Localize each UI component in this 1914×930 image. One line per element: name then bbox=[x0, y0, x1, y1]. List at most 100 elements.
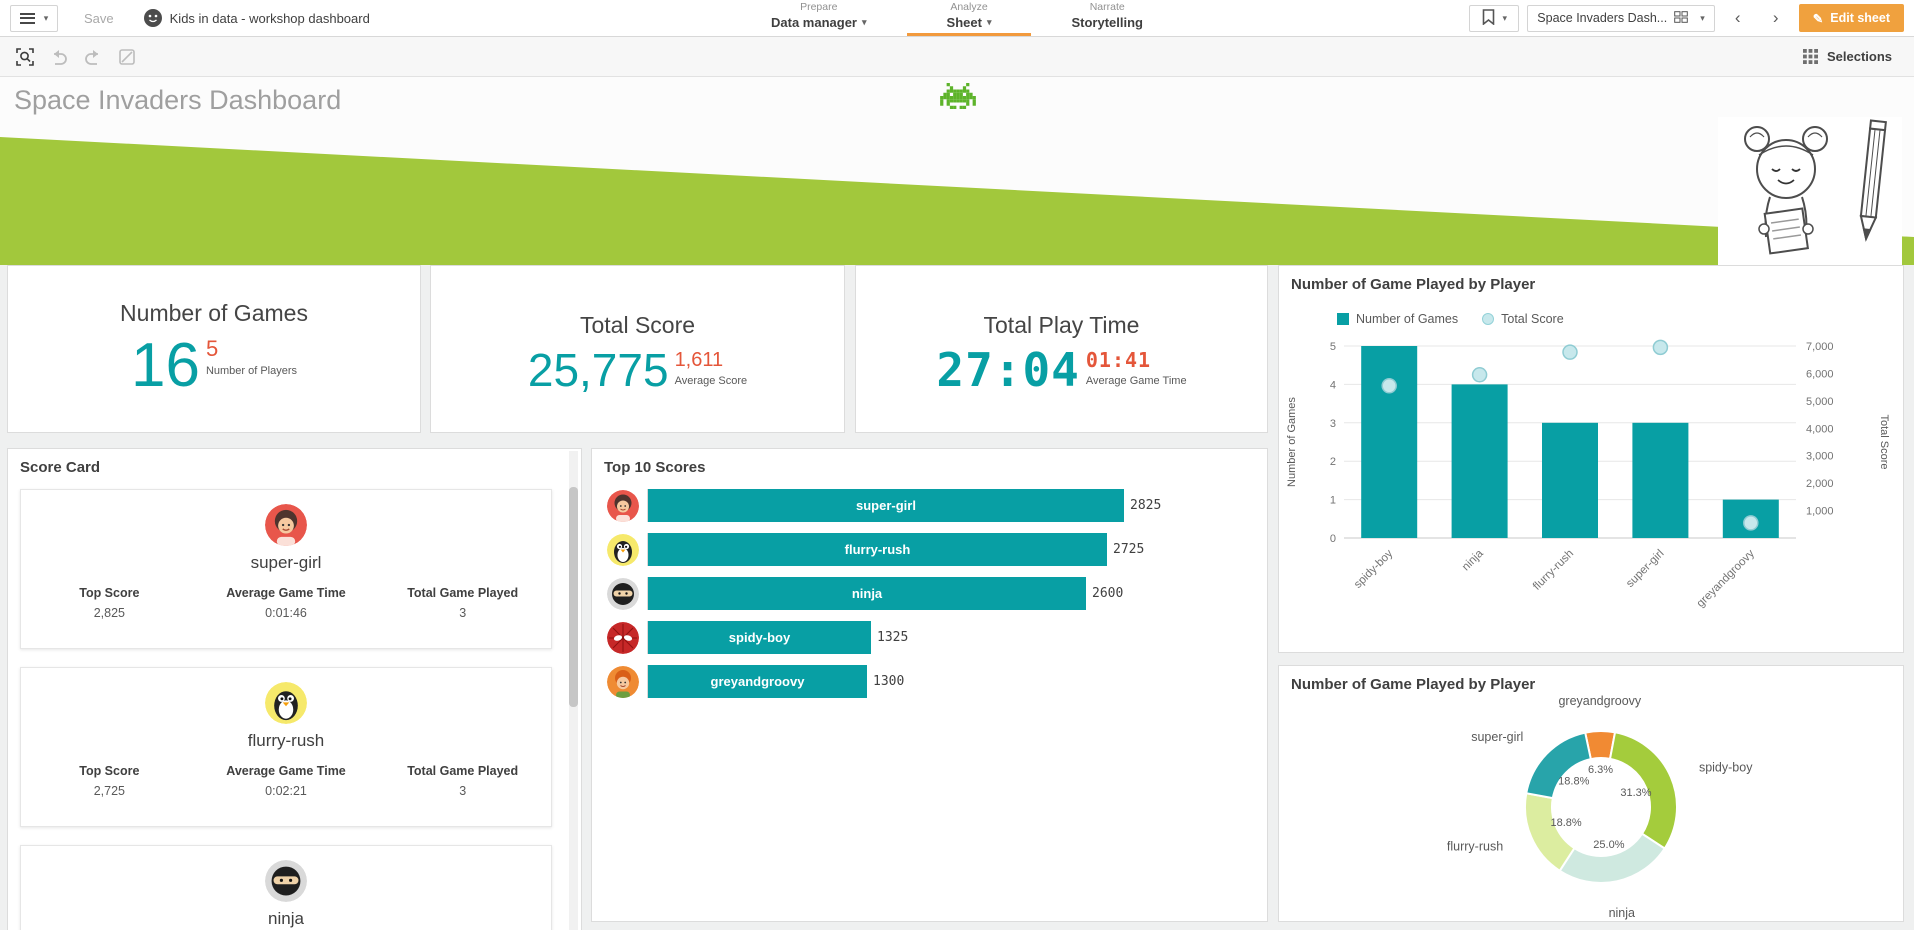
green-band bbox=[0, 137, 1914, 265]
top10-row[interactable]: flurry-rush 2725 bbox=[607, 533, 1252, 566]
svg-text:31.3%: 31.3% bbox=[1620, 787, 1651, 799]
bar-value-label: 2600 bbox=[1092, 586, 1124, 601]
step-back-button[interactable] bbox=[42, 40, 76, 74]
top-right-controls: ▾ Space Invaders Dash... ▾ ‹ › ✎ Edit sh… bbox=[1469, 4, 1904, 32]
svg-text:ninja: ninja bbox=[1609, 906, 1635, 920]
top10-title: Top 10 Scores bbox=[604, 459, 706, 476]
stat-value: 3 bbox=[459, 784, 467, 798]
stat-label: Average Game Time bbox=[226, 586, 346, 600]
svg-text:1: 1 bbox=[1330, 495, 1336, 507]
bookmarks-button[interactable]: ▾ bbox=[1469, 4, 1520, 32]
legend-item-bars[interactable]: Number of Games bbox=[1337, 312, 1458, 326]
donut-chart-plot[interactable]: 6.3% greyandgroovy 31.3% spidy-boy 25.0% ninj… bbox=[1279, 666, 1905, 921]
donut-slice-flurry-rush[interactable] bbox=[1524, 792, 1576, 873]
bar-value-label: 2725 bbox=[1113, 542, 1145, 557]
tab-prepare[interactable]: Prepare Data manager ▾ bbox=[771, 1, 867, 30]
header-decoration bbox=[0, 77, 1914, 265]
donut-chart-panel[interactable]: 6.3% greyandgroovy 31.3% spidy-boy 25.0% ninj… bbox=[1278, 665, 1904, 922]
bar-value-label: 2825 bbox=[1130, 498, 1162, 513]
top10-bar[interactable]: greyandgroovy bbox=[648, 665, 867, 698]
kpi-number-of-games[interactable]: Number of Games 16 5 Number of Players bbox=[7, 265, 421, 433]
chevron-down-icon: ▾ bbox=[1502, 12, 1508, 23]
scrollbar-thumb[interactable] bbox=[569, 487, 578, 707]
top10-bar[interactable]: super-girl bbox=[648, 489, 1124, 522]
svg-text:3,000: 3,000 bbox=[1806, 451, 1834, 463]
stat-value: 2,725 bbox=[93, 784, 125, 798]
tab-analyze[interactable]: Analyze Sheet ▾ bbox=[906, 0, 1032, 36]
avatar-ninja-icon bbox=[607, 577, 639, 610]
legend-item-points[interactable]: Total Score bbox=[1482, 312, 1564, 326]
edit-sheet-button[interactable]: ✎ Edit sheet bbox=[1798, 4, 1904, 32]
top10-bars: super-girl 2825 flurry-rush 2725 ninja 2600 sp… bbox=[607, 489, 1252, 709]
svg-text:ninja: ninja bbox=[1460, 547, 1486, 573]
stat-label: Total Game Played bbox=[407, 764, 519, 778]
avatar-flurry-rush-icon bbox=[265, 682, 307, 724]
legend-swatch-point bbox=[1482, 313, 1495, 325]
combo-chart-panel[interactable]: Number of Game Played by Player Number o… bbox=[1278, 265, 1904, 653]
sheet-grid-icon bbox=[1674, 10, 1689, 26]
player-name: super-girl bbox=[250, 553, 322, 572]
score-card-item: flurry-rush Top Score 2,725 Average Game Ti… bbox=[20, 667, 552, 827]
stat-label: Top Score bbox=[79, 764, 140, 778]
kpi-secondary-label: Average Score bbox=[674, 375, 748, 387]
svg-text:spidy-boy: spidy-boy bbox=[1352, 547, 1395, 590]
top10-row[interactable]: super-girl 2825 bbox=[607, 489, 1252, 522]
kpi-total-play-time[interactable]: Total Play Time 27:04 01:41 Average Game… bbox=[855, 265, 1268, 433]
stat-label: Top Score bbox=[79, 586, 140, 600]
step-forward-button[interactable] bbox=[76, 40, 110, 74]
sheet-selector[interactable]: Space Invaders Dash... ▾ bbox=[1527, 4, 1715, 32]
score-card-item: super-girl Top Score 2,825 Average Game Tim… bbox=[20, 489, 552, 649]
svg-text:2,000: 2,000 bbox=[1806, 478, 1834, 490]
svg-text:0: 0 bbox=[1330, 533, 1336, 545]
top10-row[interactable]: spidy-boy 1325 bbox=[607, 621, 1252, 654]
svg-text:flurry-rush: flurry-rush bbox=[1531, 548, 1576, 593]
smart-search-button[interactable] bbox=[8, 40, 42, 74]
pencil-icon: ✎ bbox=[1812, 11, 1824, 26]
global-menu-button[interactable]: ▾ bbox=[10, 4, 58, 32]
donut-slice-super-girl[interactable] bbox=[1525, 731, 1592, 800]
sheet-selector-label: Space Invaders Dash... bbox=[1537, 11, 1668, 25]
selection-toolbar: Selections bbox=[0, 37, 1914, 77]
player-name: flurry-rush bbox=[247, 731, 325, 750]
clear-selections-button[interactable] bbox=[110, 40, 144, 74]
chevron-down-icon: ▾ bbox=[862, 17, 867, 28]
bar-value-label: 1300 bbox=[873, 674, 905, 689]
girl-illustration bbox=[1718, 117, 1902, 269]
tab-narrate[interactable]: Narrate Storytelling bbox=[1071, 1, 1143, 30]
score-card-item: ninja bbox=[20, 845, 552, 930]
space-invader-icon bbox=[940, 83, 976, 114]
top10-bar[interactable]: spidy-boy bbox=[648, 621, 871, 654]
kpi-secondary-label: Average Game Time bbox=[1085, 375, 1187, 387]
smart-search-icon bbox=[16, 47, 34, 66]
top10-chart-panel[interactable]: Top 10 Scores super-girl 2825 flurry-rush 2… bbox=[591, 448, 1268, 922]
kpi-value: 25,775 bbox=[527, 344, 669, 396]
avatar-ninja-icon bbox=[265, 860, 307, 902]
bar-category-label: spidy-boy bbox=[728, 630, 791, 645]
previous-sheet-button[interactable]: ‹ bbox=[1723, 5, 1753, 32]
svg-text:Total Score: Total Score bbox=[1878, 414, 1890, 469]
score-card-panel[interactable]: Score Card super-girl Top Score 2,825 Avera… bbox=[7, 448, 582, 930]
kpi-title: Number of Games bbox=[120, 300, 308, 326]
next-sheet-button[interactable]: › bbox=[1761, 5, 1791, 32]
kpi-value: 27:04 bbox=[936, 343, 1080, 397]
svg-text:6,000: 6,000 bbox=[1806, 368, 1834, 380]
kpi-secondary-value: 01:41 bbox=[1085, 348, 1152, 372]
selections-tool-button[interactable]: Selections bbox=[1802, 49, 1906, 64]
kpi-secondary-value: 1,611 bbox=[674, 349, 724, 371]
top10-bar[interactable]: ninja bbox=[648, 577, 1086, 610]
top10-bar[interactable]: flurry-rush bbox=[648, 533, 1107, 566]
svg-text:greyandgroovy: greyandgroovy bbox=[1695, 547, 1757, 609]
tab-prepare-label: Data manager bbox=[771, 14, 857, 30]
tab-narrate-label: Storytelling bbox=[1071, 14, 1143, 30]
top10-row[interactable]: greyandgroovy 1300 bbox=[607, 665, 1252, 698]
svg-text:5,000: 5,000 bbox=[1806, 396, 1834, 408]
combo-chart-plot[interactable]: 0 1 2 3 4 5 1,000 2,000 3,000 4,000 5,000 6,000 7,00… bbox=[1279, 328, 1905, 630]
kpi-total-score[interactable]: Total Score 25,775 1,611 Average Score bbox=[430, 265, 845, 433]
avatar-spidy-boy-icon bbox=[607, 621, 639, 654]
save-button[interactable]: Save bbox=[84, 10, 114, 26]
top10-row[interactable]: ninja 2600 bbox=[607, 577, 1252, 610]
avatar-super-girl-icon bbox=[607, 489, 639, 522]
svg-text:7,000: 7,000 bbox=[1806, 341, 1834, 353]
app-info: Kids in data - workshop dashboard bbox=[143, 9, 370, 27]
svg-text:5: 5 bbox=[1330, 341, 1336, 353]
